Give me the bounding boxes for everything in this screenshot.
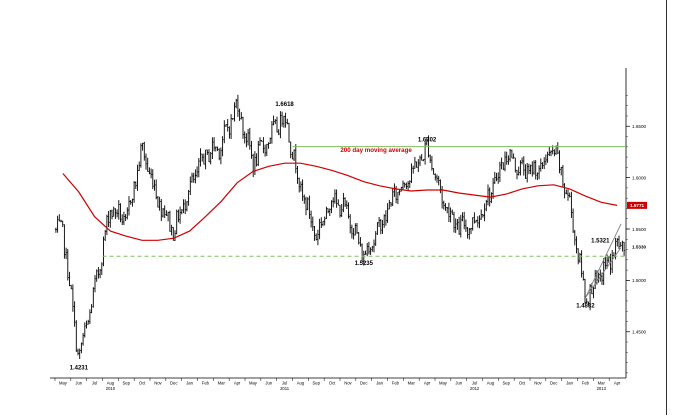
x-tick-label: Jun	[75, 381, 82, 386]
reference-lines	[102, 146, 625, 298]
x-tick-label: Jan	[566, 381, 573, 386]
x-tick-label: Jul	[92, 381, 97, 386]
x-tick-label: Feb	[392, 381, 400, 386]
x-tick-label: Nov	[534, 381, 542, 386]
x-year-label: 2010	[106, 386, 116, 391]
x-tick-label: Dec	[550, 381, 557, 386]
x-tick-label: Mar	[218, 381, 226, 386]
moving-average-label: 200 day moving average	[340, 147, 412, 154]
x-tick-label: Aug	[487, 381, 495, 386]
x-tick-label: Jun	[455, 381, 462, 386]
price-annotation: 1.6618	[275, 102, 294, 108]
last-value-marker	[627, 201, 647, 209]
x-tick-label: Oct	[329, 381, 336, 386]
x-tick-label: Dec	[170, 381, 177, 386]
x-year-label: 2012	[470, 386, 480, 391]
price-annotation: 1.4231	[70, 365, 89, 371]
y-tick-label: 1.6500	[632, 124, 646, 129]
x-tick-label: Mar	[408, 381, 416, 386]
y-tick-label: 1.6000	[632, 175, 646, 180]
x-tick-label: Apr	[424, 381, 431, 386]
x-tick-label: Sep	[123, 381, 131, 386]
price-bars	[54, 94, 626, 359]
price-annotation: 1.5235	[355, 261, 374, 267]
x-tick-label: Jan	[376, 381, 383, 386]
trend-line	[585, 223, 622, 298]
x-tick-label: Jul	[472, 381, 477, 386]
moving-average	[62, 162, 618, 241]
trend-line	[585, 247, 622, 298]
price-annotation: 1.5321	[591, 238, 610, 244]
price-annotation: 1.6302	[418, 138, 437, 144]
x-tick-label: Apr	[614, 381, 621, 386]
moving-average-line	[62, 162, 618, 241]
y-tick-label: 1.5000	[632, 278, 646, 283]
axes: 1.4500 1.5000 1.5500 1.6000 1.6500 May Jun Jul A…	[50, 68, 646, 391]
x-tick-label: Jul	[282, 381, 287, 386]
y-tick-label: 1.4500	[632, 330, 646, 335]
page-border	[666, 0, 667, 415]
price-annotation: 1.4832	[576, 304, 595, 310]
x-tick-label: Oct	[139, 381, 146, 386]
x-tick-label: Feb	[582, 381, 590, 386]
x-tick-label: Apr	[234, 381, 241, 386]
x-tick-label: Mar	[598, 381, 606, 386]
x-tick-label: Aug	[107, 381, 115, 386]
x-tick-label: May	[59, 381, 68, 386]
x-tick-label: Aug	[297, 381, 305, 386]
current-price-label: 1.5330	[632, 244, 646, 249]
annotations: 1.5771 1.5330 1.6618 1.6302 1.5235 1.5321 1.48…	[70, 102, 647, 371]
x-tick-label: Sep	[313, 381, 321, 386]
y-tick-label: 1.5500	[632, 227, 646, 232]
x-tick-label: May	[249, 381, 258, 386]
x-tick-label: Feb	[202, 381, 210, 386]
x-tick-label: Jan	[186, 381, 193, 386]
x-tick-label: Oct	[519, 381, 526, 386]
x-year-label: 2013	[597, 386, 607, 391]
x-tick-label: Dec	[360, 381, 367, 386]
x-tick-label: Sep	[503, 381, 511, 386]
x-tick-label: May	[439, 381, 448, 386]
x-tick-label: Nov	[344, 381, 352, 386]
x-tick-label: Nov	[154, 381, 162, 386]
x-year-label: 2011	[280, 386, 290, 391]
last-value-label: 1.5771	[630, 203, 644, 208]
x-tick-label: Jun	[265, 381, 272, 386]
